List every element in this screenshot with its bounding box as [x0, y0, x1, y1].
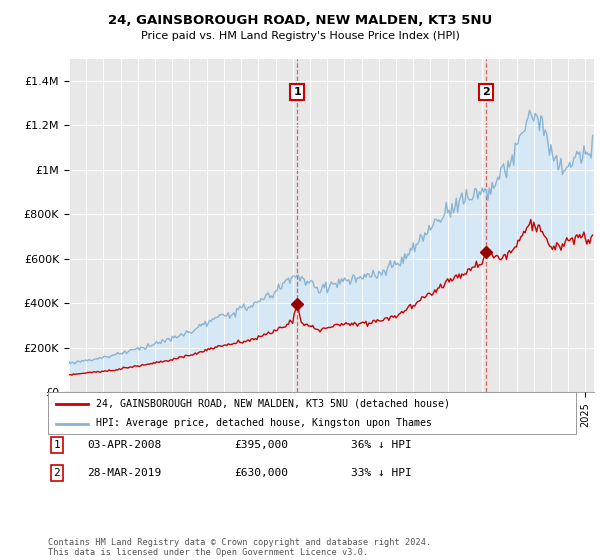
Text: 1: 1 [293, 87, 301, 97]
Text: Price paid vs. HM Land Registry's House Price Index (HPI): Price paid vs. HM Land Registry's House … [140, 31, 460, 41]
Text: 2: 2 [53, 468, 61, 478]
Text: HPI: Average price, detached house, Kingston upon Thames: HPI: Average price, detached house, King… [95, 418, 431, 428]
Text: 33% ↓ HPI: 33% ↓ HPI [351, 468, 412, 478]
Text: 24, GAINSBOROUGH ROAD, NEW MALDEN, KT3 5NU (detached house): 24, GAINSBOROUGH ROAD, NEW MALDEN, KT3 5… [95, 399, 449, 409]
Text: 36% ↓ HPI: 36% ↓ HPI [351, 440, 412, 450]
Text: £630,000: £630,000 [234, 468, 288, 478]
Text: 24, GAINSBOROUGH ROAD, NEW MALDEN, KT3 5NU: 24, GAINSBOROUGH ROAD, NEW MALDEN, KT3 5… [108, 14, 492, 27]
Text: 03-APR-2008: 03-APR-2008 [87, 440, 161, 450]
Text: 28-MAR-2019: 28-MAR-2019 [87, 468, 161, 478]
Text: 1: 1 [53, 440, 61, 450]
Text: 2: 2 [482, 87, 490, 97]
Text: £395,000: £395,000 [234, 440, 288, 450]
Text: Contains HM Land Registry data © Crown copyright and database right 2024.
This d: Contains HM Land Registry data © Crown c… [48, 538, 431, 557]
